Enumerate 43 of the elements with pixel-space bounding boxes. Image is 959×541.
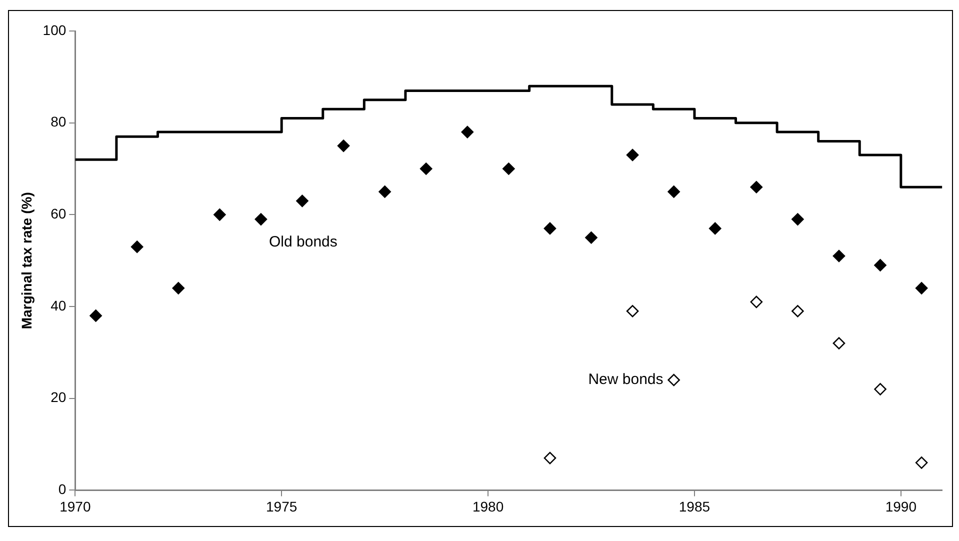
series-label: Old bonds xyxy=(268,233,338,250)
point xyxy=(792,304,804,318)
x-tick-label: 1970 xyxy=(60,498,91,514)
point xyxy=(668,186,680,198)
point xyxy=(750,296,763,308)
point xyxy=(832,250,846,262)
y-tick-label: 0 xyxy=(58,481,66,498)
y-tick-label: 100 xyxy=(42,22,66,38)
point xyxy=(915,456,928,469)
point xyxy=(626,148,639,162)
y-tick-label: 40 xyxy=(50,297,66,314)
point xyxy=(915,282,928,294)
point xyxy=(626,304,639,318)
point xyxy=(378,186,391,198)
point xyxy=(90,310,102,322)
point xyxy=(874,259,886,272)
point xyxy=(214,208,226,221)
x-tick-label: 1975 xyxy=(266,498,298,514)
point xyxy=(585,231,598,244)
y-tick-label: 60 xyxy=(50,206,66,222)
series-label: New bonds xyxy=(588,371,664,388)
point xyxy=(130,240,144,253)
point xyxy=(296,194,308,208)
point xyxy=(544,452,556,464)
point xyxy=(502,162,515,175)
point xyxy=(792,213,804,226)
point xyxy=(708,222,722,235)
point xyxy=(668,374,680,386)
point xyxy=(874,383,886,396)
y-axis-title: Marginal tax rate (%) xyxy=(18,192,34,330)
y-tick-label: 20 xyxy=(50,389,66,406)
y-tick-label: 80 xyxy=(50,114,66,130)
x-tick-label: 1990 xyxy=(885,498,917,514)
point xyxy=(172,282,185,294)
x-tick-label: 1985 xyxy=(678,498,710,514)
point xyxy=(750,180,763,194)
point xyxy=(420,162,432,175)
point xyxy=(337,140,350,152)
x-tick-label: 1980 xyxy=(472,498,504,514)
point xyxy=(254,213,268,226)
point xyxy=(544,222,556,235)
point xyxy=(461,126,474,138)
point xyxy=(832,337,846,350)
